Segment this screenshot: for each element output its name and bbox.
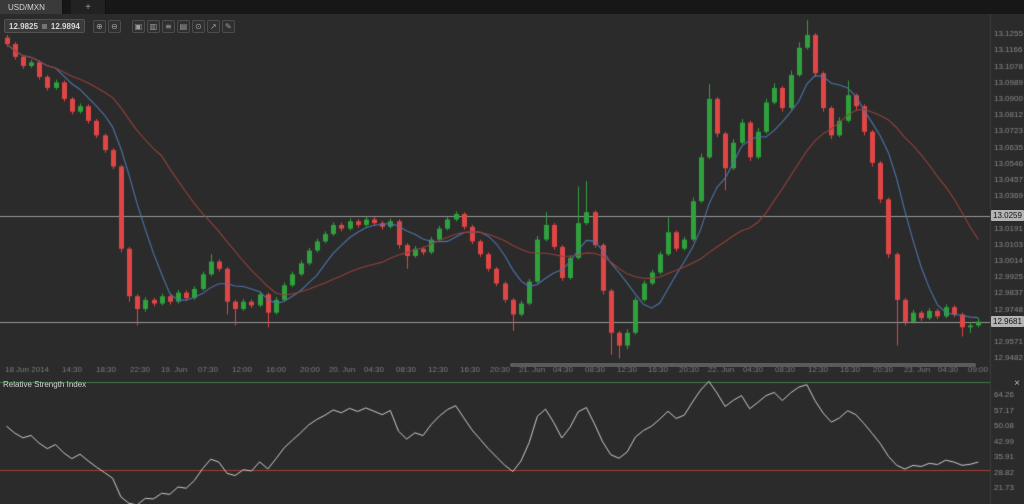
current-price-badge: 12.9681 [991,316,1024,327]
rsi-close-button[interactable]: × [1014,378,1020,389]
rsi-title: Relative Strength Index [3,380,87,389]
zoom-out-button[interactable]: ⊖ [107,19,121,33]
rsi-chart[interactable] [0,376,1024,504]
indicators-button[interactable]: ▥ [146,19,160,33]
draw-icon: ✎ [224,21,232,31]
zoom-in-icon: ⊕ [95,21,103,31]
draw-button[interactable]: ✎ [221,19,235,33]
compare-icon: ↗ [209,21,217,31]
tab-usdmxn[interactable]: USD/MXN [0,0,63,14]
chart-toolbar: 12.9825 12.9894 ⊕ ⊖ ▣ ▥ ≡ ▤ ⊙ ↗ ✎ [4,19,237,33]
ask-value: 12.9894 [50,21,80,31]
candlestick-chart[interactable] [0,14,1024,376]
link-button[interactable]: ⊙ [191,19,205,33]
toolbar-icons: ⊕ ⊖ ▣ ▥ ≡ ▤ ⊙ ↗ ✎ [92,19,237,33]
indicators-icon: ▥ [149,21,158,31]
plus-icon: + [85,1,91,13]
news-button[interactable]: ≡ [161,19,175,33]
new-tab-button[interactable]: + [71,0,106,14]
snapshot-icon: ▣ [134,21,143,31]
compare-button[interactable]: ↗ [206,19,220,33]
chart-type-icon: ▤ [179,21,188,31]
bid-value: 12.9825 [9,21,38,31]
horizontal-scrollbar[interactable] [510,363,976,367]
main-chart-panel: 12.9825 12.9894 ⊕ ⊖ ▣ ▥ ≡ ▤ ⊙ ↗ ✎ 13.0259 12.968… [0,14,1024,376]
snapshot-button[interactable]: ▣ [131,19,145,33]
tab-usdmxn-label: USD/MXN [8,2,45,12]
zoom-in-button[interactable]: ⊕ [92,19,106,33]
price-line-badge[interactable]: 13.0259 [991,210,1024,221]
tab-bar: USD/MXN + [0,0,1024,14]
spread-indicator-icon [41,23,47,29]
link-icon: ⊙ [194,21,202,31]
chart-type-button[interactable]: ▤ [176,19,190,33]
rsi-panel: Relative Strength Index × [0,376,1024,504]
bid-ask-display: 12.9825 12.9894 [4,19,85,33]
zoom-out-icon: ⊖ [110,21,118,31]
news-icon: ≡ [164,21,172,31]
